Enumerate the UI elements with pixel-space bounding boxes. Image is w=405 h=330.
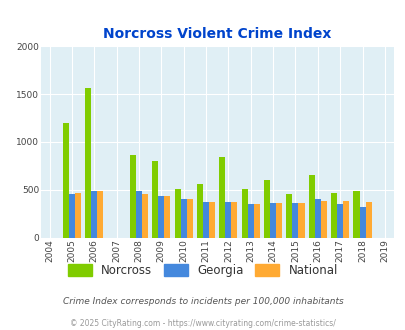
Bar — [292, 203, 298, 238]
Bar — [174, 189, 180, 238]
Bar — [241, 189, 247, 238]
Bar — [225, 202, 231, 238]
Bar — [85, 88, 91, 238]
Bar — [342, 201, 348, 238]
Bar — [263, 180, 269, 238]
Bar — [152, 161, 158, 238]
Bar — [63, 123, 69, 238]
Bar — [219, 157, 225, 238]
Bar — [158, 196, 164, 238]
Bar — [353, 191, 358, 238]
Bar — [358, 208, 364, 238]
Bar — [314, 199, 320, 238]
Bar — [275, 203, 281, 238]
Bar — [196, 183, 202, 238]
Bar — [269, 203, 275, 238]
Bar — [130, 155, 136, 238]
Bar — [308, 176, 314, 238]
Bar — [320, 201, 326, 238]
Bar — [336, 204, 342, 238]
Bar — [253, 204, 259, 238]
Bar — [330, 193, 336, 238]
Text: Crime Index corresponds to incidents per 100,000 inhabitants: Crime Index corresponds to incidents per… — [62, 297, 343, 307]
Title: Norcross Violent Crime Index: Norcross Violent Crime Index — [103, 27, 330, 41]
Bar — [75, 193, 81, 238]
Bar — [180, 199, 186, 238]
Bar — [286, 194, 292, 238]
Bar — [247, 204, 253, 238]
Text: © 2025 CityRating.com - https://www.cityrating.com/crime-statistics/: © 2025 CityRating.com - https://www.city… — [70, 319, 335, 328]
Bar — [69, 194, 75, 238]
Bar — [209, 202, 215, 238]
Bar — [364, 202, 371, 238]
Bar — [231, 202, 237, 238]
Bar — [136, 191, 142, 238]
Legend: Norcross, Georgia, National: Norcross, Georgia, National — [62, 258, 343, 283]
Bar — [91, 191, 97, 238]
Bar — [164, 196, 170, 238]
Bar — [142, 194, 148, 238]
Bar — [186, 199, 192, 238]
Bar — [97, 191, 103, 238]
Bar — [202, 202, 209, 238]
Bar — [298, 203, 304, 238]
